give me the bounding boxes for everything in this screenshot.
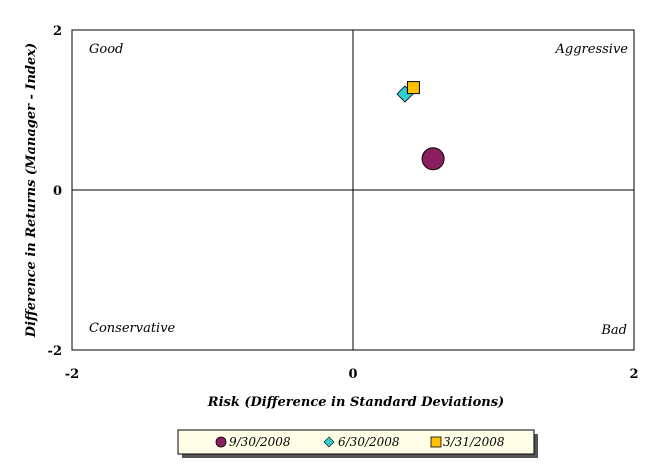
quadrant-label-conservative: Conservative xyxy=(89,321,176,336)
legend: 9/30/2008 6/30/2008 3/31/2008 xyxy=(177,429,538,458)
y-tick-label: 2 xyxy=(53,24,62,39)
data-points xyxy=(396,81,445,171)
x-axis-title: Risk (Difference in Standard Deviations) xyxy=(207,395,504,410)
legend-label: 3/31/2008 xyxy=(443,435,505,449)
quadrant-label-aggressive: Aggressive xyxy=(555,42,629,57)
x-tick-label: -2 xyxy=(65,367,79,382)
legend-marker-square xyxy=(430,436,442,448)
quadrant-label-good: Good xyxy=(89,42,123,57)
data-point-circle xyxy=(421,147,445,171)
x-tick-label: 2 xyxy=(629,367,638,382)
legend-label: 9/30/2008 xyxy=(229,435,291,449)
legend-marker-circle xyxy=(215,436,227,448)
legend-box xyxy=(177,429,535,455)
legend-marker-diamond xyxy=(323,436,335,448)
y-axis-title: Difference in Returns (Manager - Index) xyxy=(24,43,39,338)
legend-label: 6/30/2008 xyxy=(338,435,400,449)
y-tick-label: -2 xyxy=(48,344,62,359)
x-tick-label: 0 xyxy=(348,367,357,382)
y-tick-label: 0 xyxy=(53,184,62,199)
data-point-square xyxy=(406,81,420,95)
quadrant-label-bad: Bad xyxy=(600,323,627,338)
